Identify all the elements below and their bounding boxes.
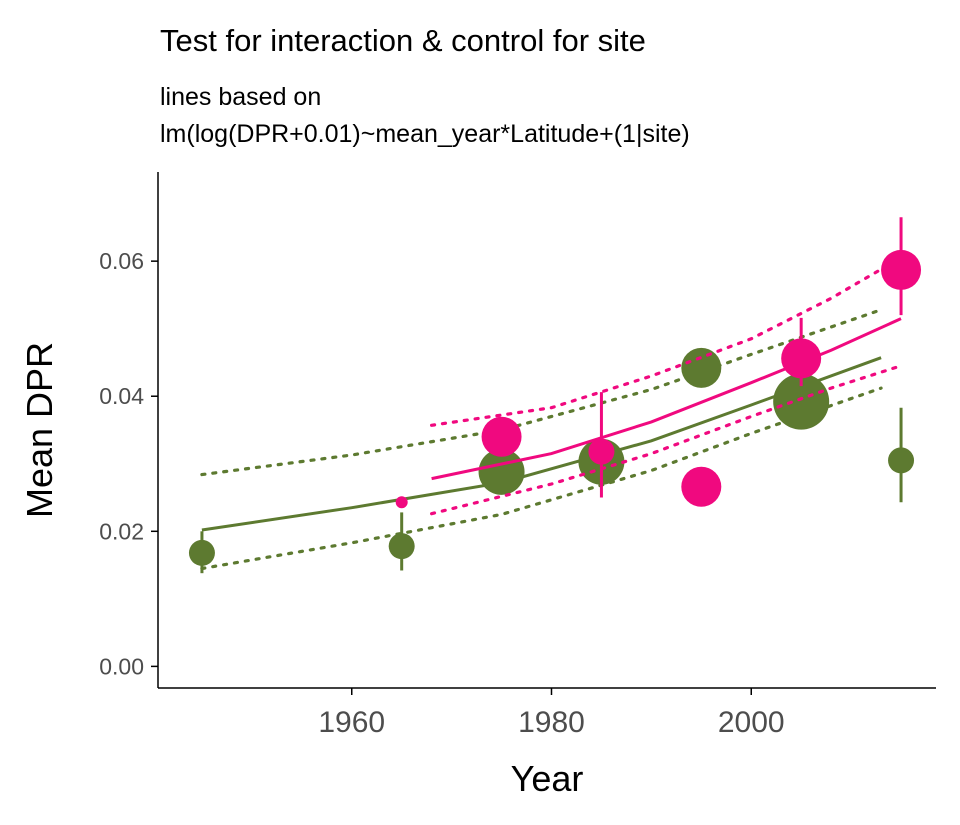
chart-subtitle-line-2: lm(log(DPR+0.01)~mean_year*Latitude+(1|s… [160,120,690,148]
series-0-point-6 [888,447,915,474]
y-tick-label-1: 0.02 [99,518,144,544]
series-1 [395,217,922,516]
series-0-point-1 [388,533,415,560]
series-0-point-0 [188,539,215,566]
y-tick-label-2: 0.04 [99,383,144,409]
series-1-point-3 [681,466,722,507]
series-1-point-4 [781,338,822,379]
y-tick-label-3: 0.06 [99,248,144,274]
x-tick-label-2: 2000 [718,706,785,739]
series-0-point-4 [681,347,722,388]
plot-area [188,217,922,574]
series-1-ci-upper [430,256,903,427]
series-1-fit-line [431,317,902,481]
series-0-ci-upper [200,308,883,477]
y-tick-label-0: 0.00 [99,653,144,679]
x-tick-label-0: 1960 [318,706,385,739]
chart-title: Test for interaction & control for site [160,23,646,58]
chart-subtitle-line-1: lines based on [160,83,321,111]
series-1-point-0 [395,496,408,509]
y-axis-label: Mean DPR [19,342,60,518]
x-tick-label-1: 1980 [518,706,585,739]
series-0-point-5 [773,373,830,430]
series-1-point-1 [481,416,522,457]
x-axis-label: Year [511,758,584,799]
series-0-fit-line [201,356,882,532]
series-1-point-5 [881,249,922,290]
series-1-point-2 [588,438,615,465]
series-1-ci-lower [430,364,903,516]
axis-ticks: 0.00 0.02 0.04 0.06 1960 1980 2000 [99,248,784,739]
